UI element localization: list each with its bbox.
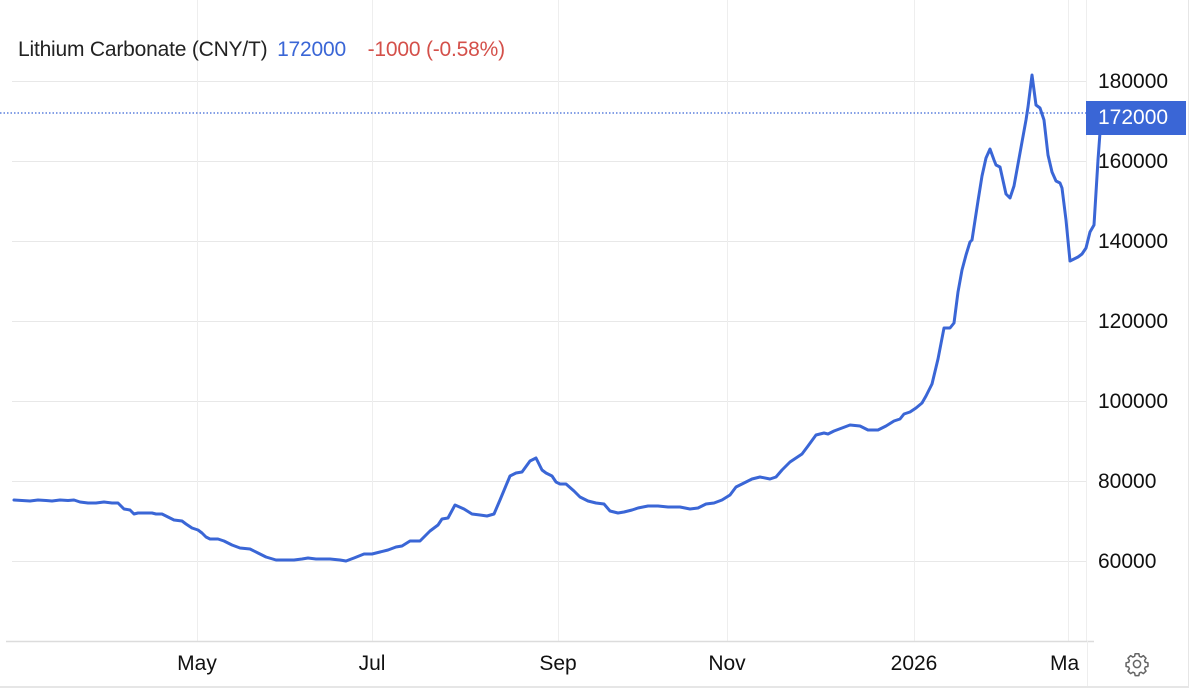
chart-header: Lithium Carbonate (CNY/T) 172000 -1000 (… <box>18 38 505 62</box>
price-change: -1000 (-0.58%) <box>367 38 505 61</box>
y-tick-100000: 100000 <box>1098 390 1169 413</box>
settings-divider <box>1087 641 1088 686</box>
settings-button[interactable] <box>1124 651 1150 677</box>
current-price-badge: 172000 <box>1086 101 1186 135</box>
y-tick-180000: 180000 <box>1098 70 1169 93</box>
instrument-title: Lithium Carbonate (CNY/T) <box>18 38 268 61</box>
y-tick-160000: 160000 <box>1098 150 1169 173</box>
y-tick-60000: 60000 <box>1098 550 1157 573</box>
y-tick-120000: 120000 <box>1098 310 1169 333</box>
x-tick-sep: Sep <box>539 652 577 675</box>
grid-horizontal <box>12 81 1086 562</box>
x-tick-nov: Nov <box>708 652 746 675</box>
x-tick-2026: 2026 <box>890 652 938 675</box>
price-line <box>12 73 1108 563</box>
x-tick-jul: Jul <box>358 652 386 675</box>
y-tick-140000: 140000 <box>1098 230 1169 253</box>
x-tick-mar: Ma <box>1050 652 1080 675</box>
y-tick-80000: 80000 <box>1098 470 1157 493</box>
current-price: 172000 <box>277 38 346 61</box>
gear-icon <box>1125 652 1149 677</box>
x-tick-may: May <box>177 652 217 675</box>
